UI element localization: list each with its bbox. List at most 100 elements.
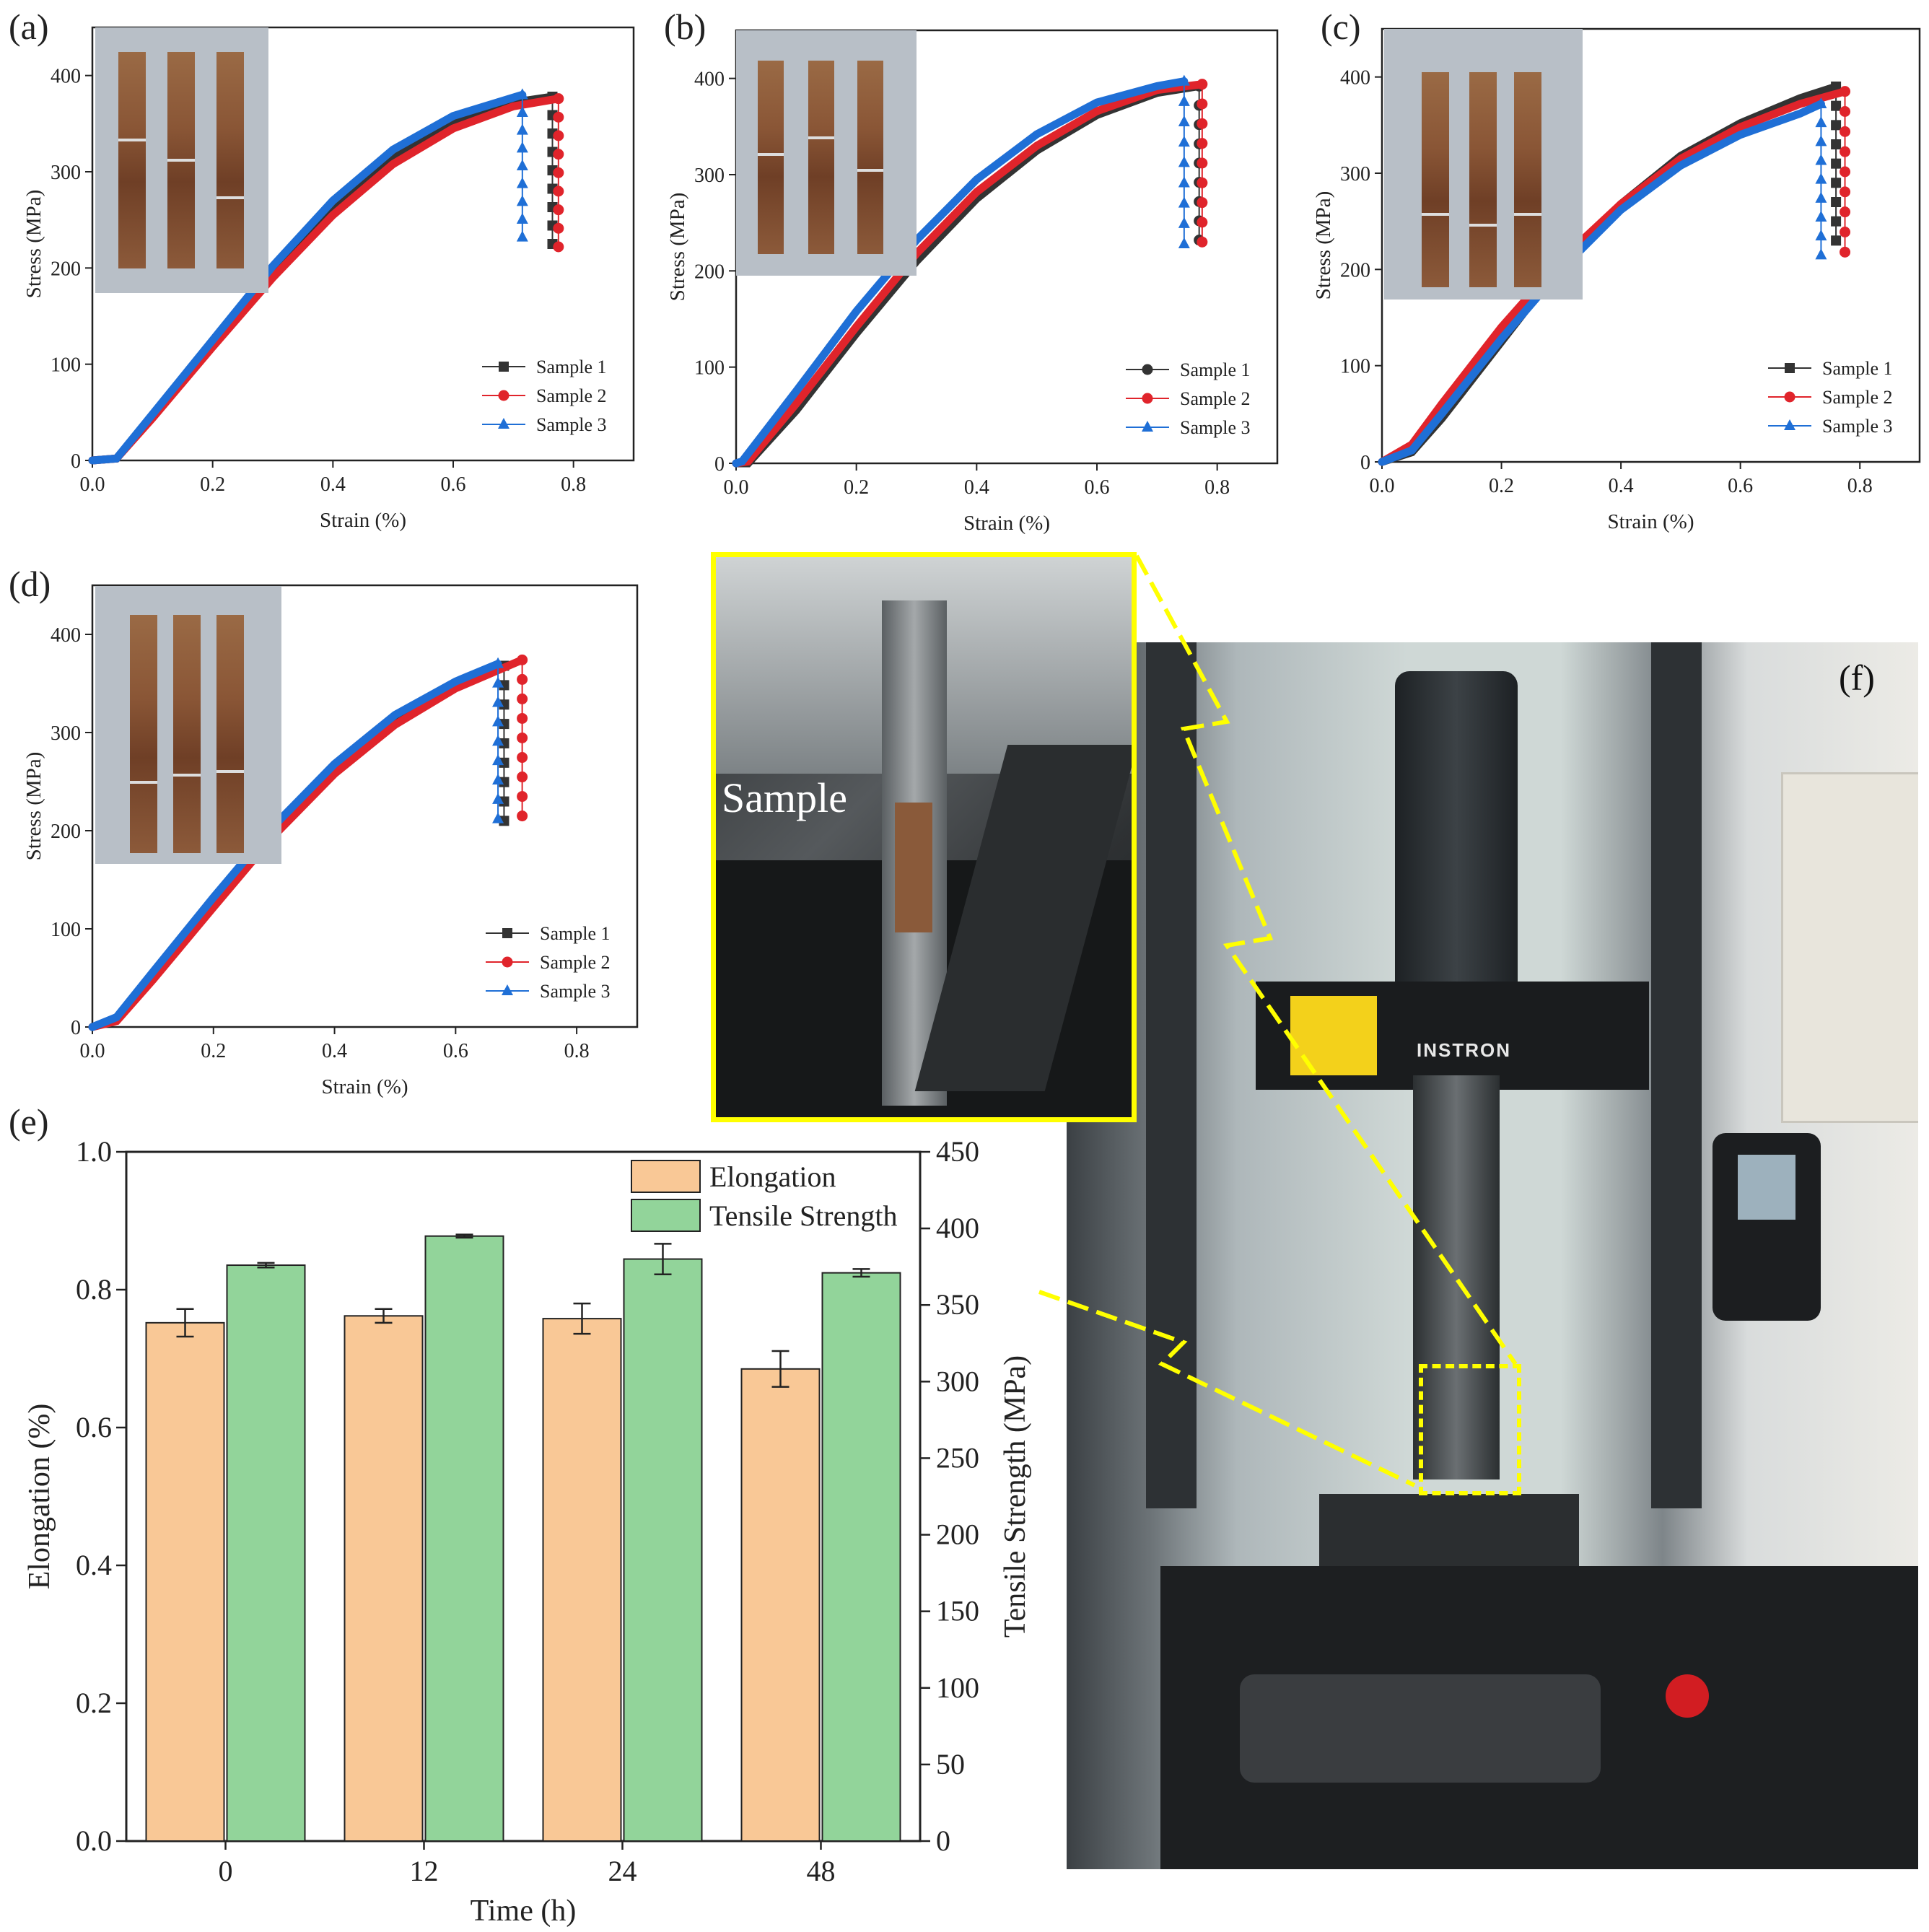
fracture-marker-2 — [517, 712, 528, 724]
x-tick-label: 0.0 — [80, 1040, 105, 1062]
y2-tick-label: 0 — [936, 1824, 950, 1857]
fracture-marker-3 — [492, 812, 504, 823]
legend-label-2: Sample 2 — [540, 952, 611, 973]
fracture-marker-1 — [499, 699, 509, 710]
stress-strain-chart-a: 0.0 0.2 0.4 0.6 0.8 0 100 200 300 400 Strain (%) St… — [22, 26, 635, 532]
y-tick-label: 200 — [694, 261, 725, 283]
fracture-marker-2 — [1840, 106, 1851, 117]
legend-label-3: Sample 3 — [1180, 417, 1251, 438]
x-tick-label: 0.6 — [443, 1040, 468, 1062]
plot-frame — [91, 26, 635, 462]
y2-tick-label: 150 — [936, 1595, 979, 1627]
fracture-marker-3 — [1815, 116, 1827, 128]
y2-tick-label: 300 — [936, 1365, 979, 1397]
panel-label-c: (c) — [1321, 6, 1361, 47]
fracture-marker-1 — [1831, 197, 1842, 207]
fracture-marker-2 — [553, 185, 564, 197]
fracture-marker-3 — [1178, 156, 1190, 167]
series-line-3 — [732, 77, 1189, 468]
fracture-marker-3 — [492, 754, 504, 766]
tensile-machine-photo: INSTRON (f) — [1067, 642, 1918, 1869]
x-tick-label: 0.2 — [201, 1040, 226, 1062]
x-tick-label: 0.2 — [200, 473, 225, 496]
y2-tick-label: 250 — [936, 1441, 979, 1474]
x-tick-label: 0.6 — [1728, 475, 1753, 497]
fracture-marker-2 — [1197, 177, 1208, 188]
fracture-marker-3 — [1815, 248, 1827, 260]
tensile-bar — [821, 1272, 901, 1842]
stress-strain-chart-c: 0.0 0.2 0.4 0.6 0.8 0 100 200 300 400 Strain (%) St… — [1312, 27, 1921, 533]
x-tick-label: 0.2 — [844, 476, 869, 499]
fracture-marker-1 — [499, 719, 509, 730]
elongation-bar — [145, 1321, 225, 1842]
fracture-marker-3 — [516, 123, 528, 135]
tensile-bar — [424, 1235, 504, 1842]
elongation-bar — [740, 1368, 821, 1842]
fracture-marker-3 — [492, 792, 504, 804]
legend-marker-1 — [1785, 363, 1795, 373]
fracture-marker-2 — [1840, 246, 1851, 258]
x-axis-title: Strain (%) — [322, 1075, 408, 1098]
fracture-marker-1 — [499, 796, 509, 807]
fracture-marker-2 — [1197, 236, 1208, 248]
fracture-marker-3 — [1178, 176, 1190, 188]
legend-label-1: Sample 1 — [540, 923, 611, 944]
legend-marker-2 — [1784, 391, 1795, 403]
x-tick-label: 0.8 — [1847, 475, 1873, 497]
specimen-photo-a — [95, 27, 268, 293]
legend-swatch-elongation — [631, 1160, 701, 1193]
y-tick-label: 200 — [1340, 259, 1370, 281]
specimen-photo-d — [95, 586, 281, 864]
specimen-photo-c — [1384, 29, 1583, 300]
fracture-marker-3 — [516, 88, 528, 100]
y2-tick-label: 200 — [936, 1518, 979, 1551]
fracture-marker-3 — [492, 715, 504, 727]
legend-marker-3 — [1784, 419, 1795, 430]
fracture-marker-1 — [1831, 100, 1842, 111]
legend-label-2: Sample 2 — [1822, 387, 1893, 408]
x-tick-label: 24 — [608, 1855, 637, 1887]
y-tick-label: 1.0 — [76, 1135, 112, 1168]
x-tick-label: 0.4 — [322, 1040, 347, 1062]
legend-label-3: Sample 3 — [1822, 416, 1893, 437]
y-tick-label: 400 — [51, 66, 81, 88]
y-tick-label: 300 — [51, 722, 81, 745]
fracture-marker-2 — [517, 693, 528, 704]
x-axis-title: Strain (%) — [963, 512, 1050, 535]
y-tick-label: 200 — [51, 258, 81, 280]
y-tick-label: 0.6 — [76, 1411, 112, 1443]
fracture-marker-1 — [499, 777, 509, 787]
fracture-marker-3 — [1815, 230, 1827, 241]
legend-label-2: Sample 2 — [536, 385, 607, 406]
y-tick-label: 0 — [71, 1017, 81, 1039]
series-line-2 — [732, 80, 1207, 468]
fracture-marker-3 — [516, 106, 528, 117]
fracture-marker-3 — [516, 213, 528, 224]
y-tick-label: 100 — [51, 919, 81, 941]
legend-label-tensile: Tensile Strength — [709, 1199, 898, 1232]
grip-highlight-box — [1419, 1364, 1521, 1495]
legend-label-3: Sample 3 — [536, 414, 607, 435]
fracture-marker-1 — [1831, 178, 1842, 188]
fracture-marker-3 — [492, 657, 504, 668]
legend-marker-3 — [498, 418, 509, 429]
fracture-marker-3 — [1178, 115, 1190, 126]
y-axis-title: Elongation (%) — [23, 1404, 56, 1590]
fracture-marker-3 — [1815, 191, 1827, 203]
y2-tick-label: 450 — [936, 1135, 979, 1168]
y2-tick-label: 100 — [936, 1671, 979, 1704]
plot-frame — [91, 584, 639, 1028]
plot-frame — [1381, 27, 1921, 463]
fracture-marker-2 — [517, 772, 528, 783]
fracture-marker-3 — [1815, 135, 1827, 147]
x-axis-title: Strain (%) — [320, 509, 406, 532]
specimen-photo-b — [736, 30, 917, 276]
legend-marker-2 — [1142, 393, 1153, 404]
fracture-marker-2 — [1197, 138, 1208, 149]
fracture-marker-2 — [1840, 146, 1851, 157]
fracture-marker-3 — [516, 159, 528, 170]
fracture-marker-3 — [1815, 211, 1827, 222]
fracture-marker-1 — [499, 680, 509, 691]
legend-label-1: Sample 1 — [1180, 359, 1251, 380]
